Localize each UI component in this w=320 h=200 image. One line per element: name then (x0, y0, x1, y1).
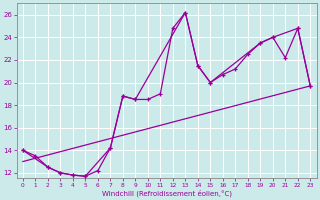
X-axis label: Windchill (Refroidissement éolien,°C): Windchill (Refroidissement éolien,°C) (101, 189, 232, 197)
